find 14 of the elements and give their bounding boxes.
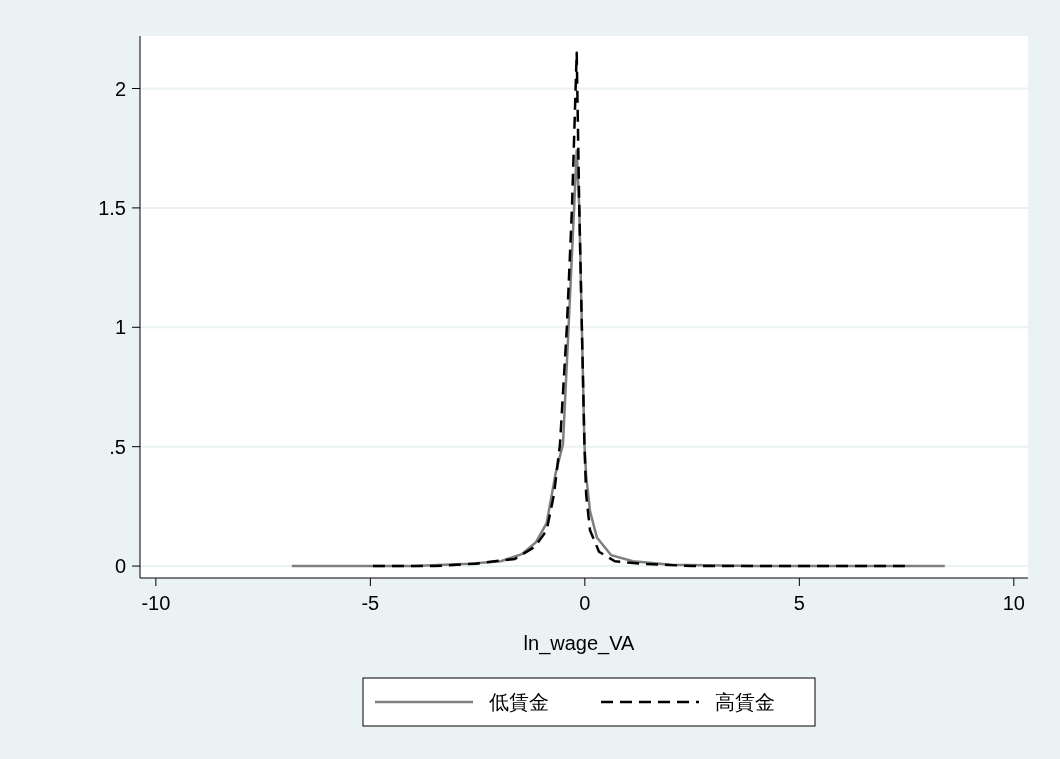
y-tick-label: 0 <box>114 555 126 578</box>
line-series <box>371 51 907 568</box>
x-tick-label: -5 <box>361 592 380 614</box>
y-tick-label: 1.5 <box>98 196 126 219</box>
legend-label: 高賃金 <box>715 691 775 713</box>
x-tick-label: 5 <box>793 592 805 614</box>
x-axis-title: ln_wage_VA <box>523 632 636 655</box>
y-tick-label: .5 <box>109 435 126 458</box>
x-tick-label: 10 <box>1002 592 1025 614</box>
x-tick-label: -10 <box>141 592 171 614</box>
y-tick-label: 2 <box>114 77 126 100</box>
x-tick-label: 0 <box>579 592 591 614</box>
legend-label: 低賃金 <box>489 691 549 713</box>
y-tick-label: 1 <box>114 316 126 339</box>
